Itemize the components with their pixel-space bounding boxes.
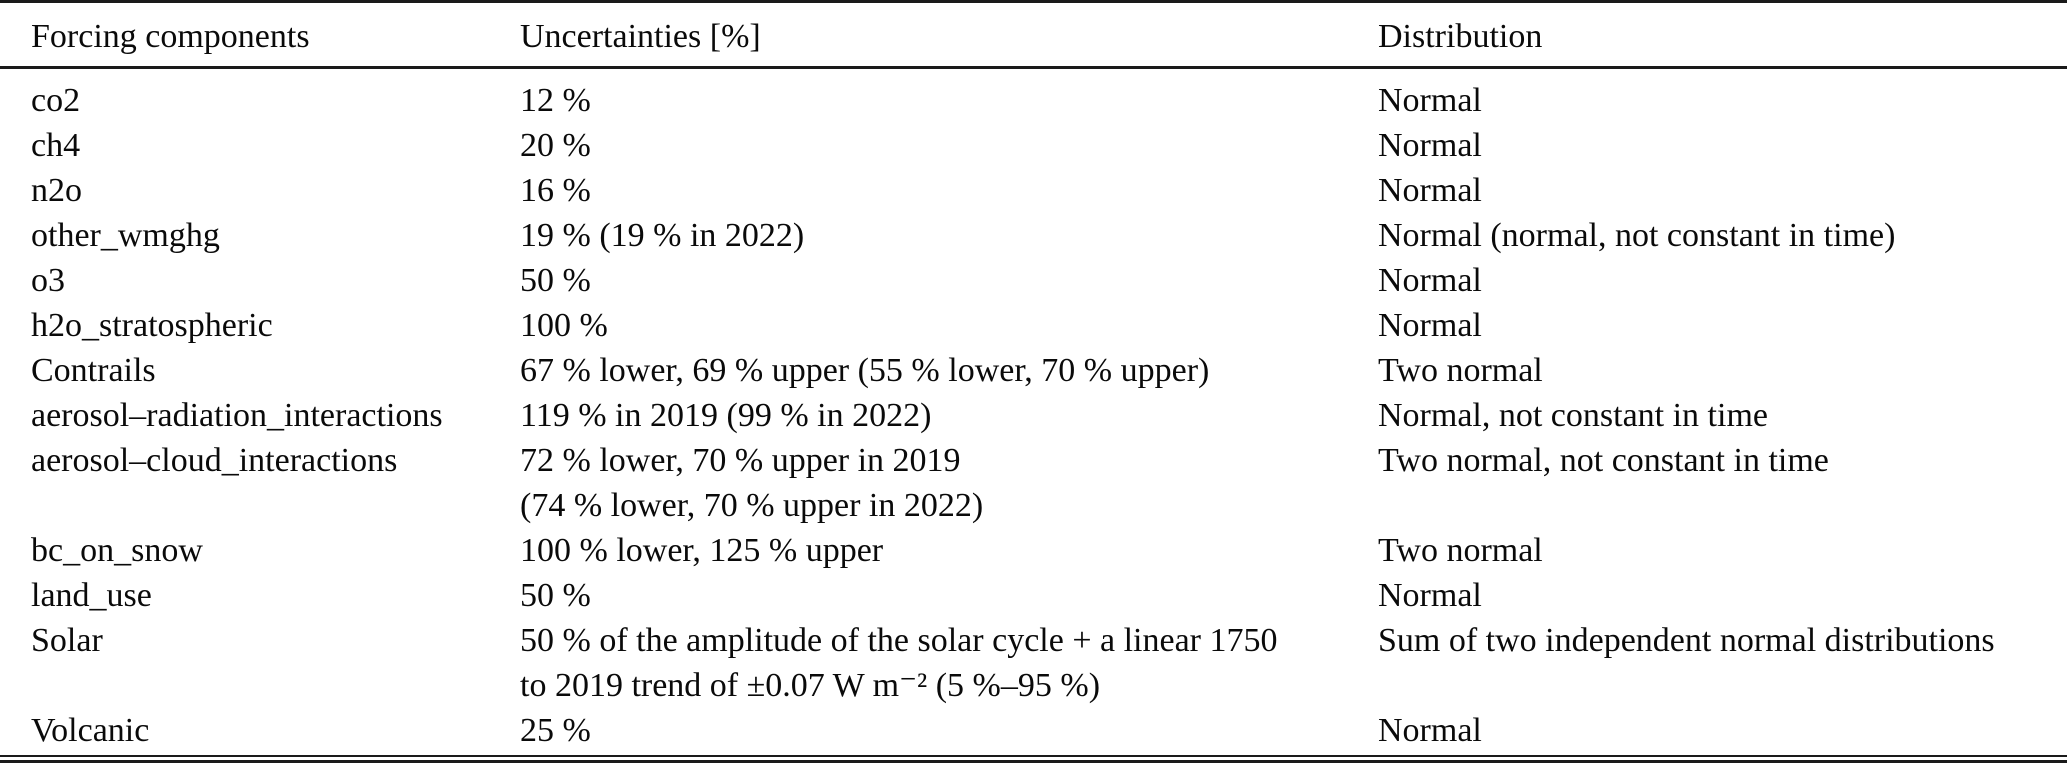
table-row: aerosol–radiation_interactions 119 % in …	[0, 393, 2067, 438]
table-header: Forcing components Uncertainties [%] Dis…	[0, 3, 2067, 66]
col-header-distribution: Distribution	[1378, 18, 1543, 55]
cell-distribution: Two normal	[1378, 532, 1543, 569]
cell-uncertainty: 19 % (19 % in 2022)	[520, 217, 805, 254]
table-row: bc_on_snow 100 % lower, 125 % upper Two …	[0, 528, 2067, 573]
cell-distribution: Normal	[1378, 712, 1482, 749]
cell-component: land_use	[31, 577, 152, 614]
col-header-forcing-components: Forcing components	[31, 18, 310, 55]
cell-component: Volcanic	[31, 712, 150, 749]
cell-component: Solar	[31, 622, 103, 659]
cell-uncertainty: 100 %	[520, 307, 608, 344]
table-row: Contrails 67 % lower, 69 % upper (55 % l…	[0, 348, 2067, 393]
cell-component: Contrails	[31, 352, 156, 389]
cell-distribution: Normal	[1378, 82, 1482, 119]
table-row: o3 50 % Normal	[0, 258, 2067, 303]
cell-component: aerosol–cloud_interactions	[31, 442, 398, 479]
cell-uncertainty: 12 %	[520, 82, 591, 119]
cell-distribution: Normal	[1378, 127, 1482, 164]
cell-uncertainty: 16 %	[520, 172, 591, 209]
cell-component: n2o	[31, 172, 82, 209]
table-row: n2o 16 % Normal	[0, 168, 2067, 213]
col-header-uncertainties: Uncertainties [%]	[520, 18, 761, 55]
cell-uncertainty: 50 %	[520, 577, 591, 614]
cell-component: o3	[31, 262, 65, 299]
cell-uncertainty: 119 % in 2019 (99 % in 2022)	[520, 397, 932, 434]
cell-distribution: Normal	[1378, 262, 1482, 299]
table-row: Solar 50 % of the amplitude of the solar…	[0, 618, 2067, 708]
cell-distribution: Normal (normal, not constant in time)	[1378, 217, 1896, 254]
table-row: aerosol–cloud_interactions 72 % lower, 7…	[0, 438, 2067, 528]
table-row: ch4 20 % Normal	[0, 123, 2067, 168]
cell-component: other_wmghg	[31, 217, 220, 254]
cell-distribution: Normal, not constant in time	[1378, 397, 1768, 434]
table-header-rule	[0, 66, 2067, 69]
header-row: Forcing components Uncertainties [%] Dis…	[0, 3, 2067, 59]
cell-distribution: Normal	[1378, 172, 1482, 209]
cell-component: bc_on_snow	[31, 532, 203, 569]
cell-uncertainty: 67 % lower, 69 % upper (55 % lower, 70 %…	[520, 352, 1210, 389]
cell-component: aerosol–radiation_interactions	[31, 397, 443, 434]
cell-component: co2	[31, 82, 81, 119]
table-row: land_use 50 % Normal	[0, 573, 2067, 618]
table-row: Volcanic 25 % Normal	[0, 708, 2067, 753]
cell-distribution: Two normal, not constant in time	[1378, 442, 1829, 479]
cell-distribution: Sum of two independent normal distributi…	[1378, 622, 1995, 659]
cell-uncertainty: 20 %	[520, 127, 591, 164]
cell-uncertainty: 100 % lower, 125 % upper	[520, 532, 884, 569]
table-row: co2 12 % Normal	[0, 78, 2067, 123]
table-body: co2 12 % Normal ch4 20 % Normal n2o 16 %…	[0, 69, 2067, 753]
cell-distribution: Two normal	[1378, 352, 1543, 389]
cell-distribution: Normal	[1378, 577, 1482, 614]
table-top-rule	[0, 0, 2067, 3]
table-row: other_wmghg 19 % (19 % in 2022) Normal (…	[0, 213, 2067, 258]
table-row: h2o_stratospheric 100 % Normal	[0, 303, 2067, 348]
cell-component: h2o_stratospheric	[31, 307, 273, 344]
cell-distribution: Normal	[1378, 307, 1482, 344]
cell-uncertainty: 25 %	[520, 712, 591, 749]
table-bottom-rule	[0, 755, 2067, 763]
cell-uncertainty: 50 %	[520, 262, 591, 299]
cell-uncertainty: 50 % of the amplitude of the solar cycle…	[520, 622, 1278, 704]
cell-uncertainty: 72 % lower, 70 % upper in 2019 (74 % low…	[520, 442, 984, 524]
cell-component: ch4	[31, 127, 81, 164]
